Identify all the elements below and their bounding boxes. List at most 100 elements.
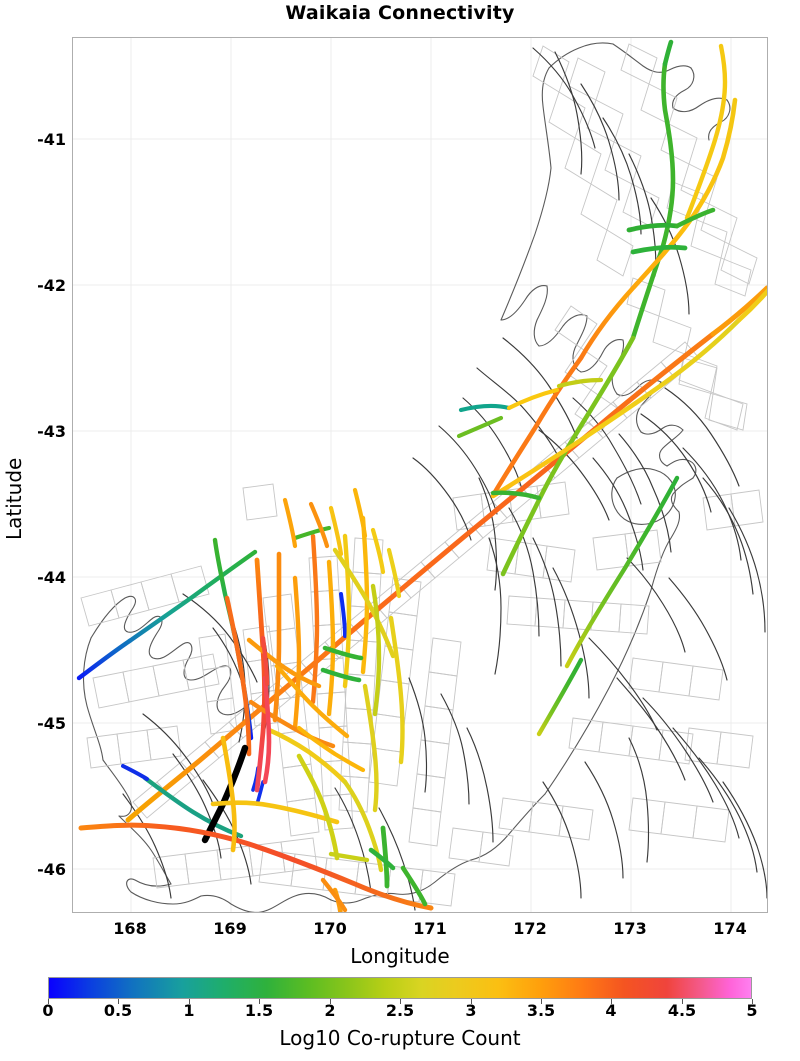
colorbar-tick-3: 1.5 — [244, 1001, 274, 1020]
fault-awatere — [578, 97, 738, 361]
fault-teal-strand — [458, 403, 512, 413]
y-tick-4: -45 — [37, 714, 66, 733]
x-tick-6: 174 — [713, 919, 747, 938]
fault-otago-l — [248, 699, 336, 749]
fault-otago-f — [326, 559, 336, 717]
y-tick-1: -42 — [37, 276, 66, 295]
fault-marlborough-green-low — [500, 335, 636, 577]
fault-ne-green-long — [564, 475, 680, 669]
fault-alpine-central — [125, 331, 716, 823]
colorbar-tick-4: 2 — [324, 1001, 336, 1020]
fault-midotago-yellow — [386, 547, 402, 599]
fault-otago-green-strand2 — [320, 667, 362, 683]
y-tick-2: -43 — [37, 422, 66, 441]
fault-yellow-strand-mid — [506, 387, 560, 411]
fault-southland-main — [78, 822, 434, 911]
x-tick-3: 171 — [413, 919, 447, 938]
colorbar-tick-10: 5 — [746, 1001, 758, 1020]
fault-otago-green-strand3 — [292, 525, 332, 541]
map-canvas — [73, 38, 767, 912]
y-tick-3: -44 — [37, 568, 66, 587]
fault-midotago-orange — [282, 497, 298, 549]
colorbar-tickmark — [752, 999, 753, 1004]
fault-east-green-c — [674, 207, 716, 229]
fault-green-strand-mid — [456, 415, 504, 439]
coastline — [83, 42, 731, 912]
fault-otago-i — [332, 547, 396, 659]
x-tick-0: 168 — [113, 919, 147, 938]
fault-kekerengu — [736, 288, 767, 323]
fault-otago-e — [310, 533, 320, 705]
fault-southland-green-a — [380, 825, 390, 889]
colorbar — [48, 977, 752, 999]
colorbar-tickmark — [471, 999, 472, 1004]
fault-otago-olive — [370, 583, 382, 717]
x-tick-4: 172 — [513, 919, 547, 938]
fault-southwest-blue — [121, 764, 149, 781]
colorbar-tickmark — [48, 999, 49, 1004]
colorbar-tick-9: 4.5 — [667, 1001, 697, 1020]
colorbar-tick-7: 3.5 — [526, 1001, 556, 1020]
y-axis-title: Latitude — [2, 457, 26, 540]
fault-otago-n — [308, 501, 330, 549]
fault-otago-g — [342, 533, 352, 689]
colorbar-tickmark — [189, 999, 190, 1004]
fault-hyde — [388, 615, 405, 765]
fault-marlborough-green — [630, 61, 676, 341]
colorbar-tick-0: 0 — [42, 1001, 54, 1020]
colorbar-tickmark — [118, 999, 119, 1004]
fault-hope — [490, 317, 742, 499]
x-axis-title: Longitude — [350, 944, 450, 968]
colorbar-tickmark — [611, 999, 612, 1004]
fault-southland-olive3 — [328, 851, 370, 863]
fault-east-green-b — [630, 244, 688, 255]
y-tick-5: -46 — [37, 860, 66, 879]
fault-wairau — [536, 657, 584, 737]
colorbar-tick-8: 4 — [605, 1001, 617, 1020]
colorbar-tickmark — [259, 999, 260, 1004]
colorbar-tick-6: 3 — [465, 1001, 477, 1020]
fault-olive-strand-mid — [556, 377, 604, 389]
fault-otago-hot2 — [260, 635, 270, 687]
fault-east-green-d — [490, 490, 542, 501]
fault-southland-orange-low2 — [320, 877, 348, 912]
fault-otago-blue-small — [339, 592, 347, 638]
fault-otago-d — [292, 575, 302, 731]
fault-southland-orange-low — [332, 887, 343, 912]
colorbar-tickmark — [400, 999, 401, 1004]
fault-otago-j — [274, 663, 350, 739]
fault-taieri — [362, 683, 379, 813]
x-tick-5: 173 — [613, 919, 647, 938]
fault-alpine-north — [710, 285, 767, 337]
fault-otago-central-red — [254, 557, 267, 793]
colorbar-tickmark — [541, 999, 542, 1004]
fault-otago-b — [224, 595, 252, 757]
fault-awatere-sw — [492, 355, 584, 495]
map-plot-area — [72, 37, 768, 913]
colorbar-tickmark — [682, 999, 683, 1004]
fault-otago-k — [246, 637, 322, 689]
colorbar-gradient — [48, 977, 752, 999]
colorbar-tickmark — [330, 999, 331, 1004]
fault-east-green-a — [626, 222, 680, 233]
fault-southland-olive — [296, 753, 340, 861]
y-tick-0: -41 — [37, 130, 66, 149]
fault-otago-o — [328, 505, 344, 557]
fault-fiordland-coastal — [76, 549, 258, 681]
fault-otago-q — [370, 527, 386, 575]
corupture-faults — [76, 39, 767, 912]
fault-hope-north — [684, 43, 728, 221]
fault-otago-c — [272, 551, 282, 723]
fault-otago-hot — [262, 675, 272, 785]
fault-otago-p — [352, 487, 368, 539]
fault-otago-green-strand — [322, 645, 364, 661]
colorbar-tick-1: 0.5 — [103, 1001, 133, 1020]
fault-southwest-green — [142, 775, 244, 839]
colorbar-title: Log10 Co-rupture Count — [279, 1026, 521, 1050]
fault-marlborough-green-tail — [662, 39, 674, 67]
x-tick-2: 170 — [313, 919, 347, 938]
fault-otago-m — [296, 725, 366, 773]
fault-southland-yellow2 — [220, 735, 237, 853]
fault-southland-olive2 — [342, 779, 384, 873]
